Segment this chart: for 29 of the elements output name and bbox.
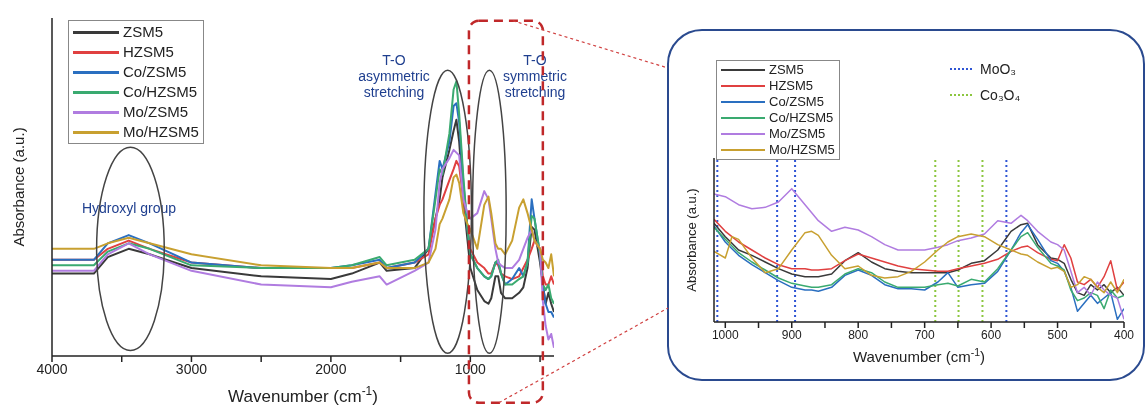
legend-label: Mo/HZSM5 [123, 122, 199, 142]
legend-label: HZSM5 [769, 78, 814, 94]
legend-label: Mo/HZSM5 [769, 142, 835, 158]
x-tick-label: 1000 [711, 327, 739, 342]
x-axis-title: Wavenumber (cm$^{-1}$) [228, 384, 378, 406]
legend-label: ZSM5 [123, 22, 164, 42]
y-axis-title: Absorbance (a.u.) [684, 188, 699, 292]
x-tick-label: 700 [914, 327, 935, 342]
legend-label: ZSM5 [769, 62, 804, 78]
x-tick-label: 600 [981, 327, 1002, 342]
legend-label: Co/HZSM5 [123, 82, 198, 102]
x-axis-title: Wavenumber (cm$^{-1}$) [852, 346, 986, 365]
x-tick-label: 400 [1113, 327, 1135, 342]
legend-label: HZSM5 [123, 42, 174, 62]
legend-label: Co/HZSM5 [769, 110, 834, 126]
y-axis-title: Absorbance (a.u.) [10, 127, 27, 247]
x-tick-label: 3000 [175, 360, 208, 377]
x-tick-label: 500 [1047, 327, 1068, 342]
x-tick-label: 4000 [36, 360, 68, 377]
annotation: T-O asymmetric stretching [358, 52, 430, 100]
x-tick-label: 2000 [315, 360, 347, 377]
x-tick-label: 900 [781, 327, 803, 342]
x-tick-label: 800 [848, 327, 869, 342]
legend-label: MoO₃ [980, 60, 1017, 79]
legend-label: Mo/ZSM5 [769, 126, 826, 142]
legend-label: Co/ZSM5 [769, 94, 824, 110]
legend-label: Mo/ZSM5 [123, 102, 189, 122]
legend-label: Co₃O₄ [980, 86, 1021, 105]
legend-label: Co/ZSM5 [123, 62, 187, 82]
